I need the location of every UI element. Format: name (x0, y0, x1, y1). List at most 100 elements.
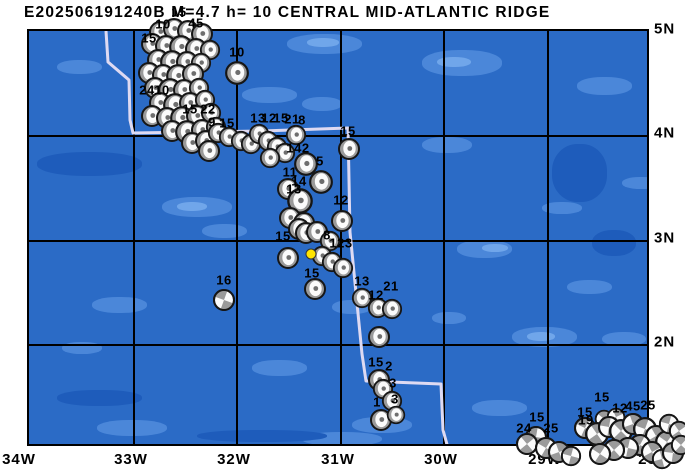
focal-mechanism-beachball-icon (259, 147, 281, 169)
bathymetry-patch (422, 137, 472, 153)
event-day-label: 15 (273, 110, 289, 126)
latitude-label: 4N (654, 124, 676, 142)
strike-slip-beachball-icon (589, 443, 611, 465)
event-day-label: 5 (316, 153, 324, 169)
event-day-label: 15 (304, 265, 320, 281)
focal-mechanism-beachball-icon (367, 297, 389, 319)
bathymetry-patch (97, 420, 167, 436)
grid-line-parallel (29, 135, 647, 137)
event-day-label: 12 (261, 110, 277, 126)
focal-mechanism-beachball-icon (304, 278, 326, 300)
event-day-label: 13 (286, 181, 302, 197)
bathymetry-patch (57, 390, 142, 406)
event-day-label: 15 (594, 389, 610, 405)
focal-mechanism-beachball-icon (287, 188, 313, 214)
event-day-label: 15 (275, 228, 291, 244)
event-day-label: 10 (155, 16, 171, 32)
grid-line-meridian (443, 31, 445, 444)
longitude-label: 34W (2, 451, 36, 468)
event-day-label: 11 (282, 164, 298, 180)
grid-line-meridian (547, 31, 549, 444)
focal-mechanism-beachball-icon (338, 138, 360, 160)
latitude-label: 2N (654, 333, 676, 351)
event-day-label: 15 (219, 115, 235, 131)
longitude-label: 33W (114, 451, 148, 468)
latitude-label: 5N (654, 20, 676, 38)
event-day-label: 45 (625, 398, 641, 414)
bathymetry-patch (197, 430, 327, 442)
focal-mechanism-beachball-icon (294, 152, 318, 176)
focal-mechanism-beachball-icon (285, 124, 307, 146)
event-day-label: 24 (516, 420, 532, 436)
event-day-label: 15 (577, 404, 593, 420)
strike-slip-beachball-icon (670, 434, 685, 456)
bathymetry-patch (177, 202, 207, 211)
event-day-label: 15 (368, 354, 384, 370)
event-day-label: 1 (373, 394, 381, 410)
bathymetry-patch (437, 57, 471, 67)
event-day-label: 123 (329, 235, 353, 251)
focal-mechanism-beachball-icon (386, 405, 406, 425)
event-day-label: 12 (333, 192, 349, 208)
grid-line-meridian (133, 31, 135, 444)
event-day-label: 10 (154, 82, 170, 98)
focal-mechanism-beachball-icon (277, 247, 299, 269)
bathymetry-patch (57, 60, 102, 74)
longitude-label: 32W (217, 451, 251, 468)
bathymetry-patch (577, 77, 632, 95)
focal-mechanism-beachball-icon (370, 409, 392, 431)
bathymetry-patch (592, 230, 636, 256)
event-day-label: 16 (216, 272, 232, 288)
bathymetry-patch (602, 332, 646, 346)
bathymetry-patch (527, 332, 555, 341)
focal-mechanism-beachball-icon (351, 287, 373, 309)
event-day-label: 21 (383, 278, 399, 294)
bathymetry-patch (552, 144, 607, 202)
bathymetry-patch (252, 360, 307, 376)
event-day-label: 9 (208, 114, 216, 130)
bathymetry-patch (202, 224, 247, 238)
event-day-label: 10 (229, 44, 245, 60)
longitude-label: 30W (424, 451, 458, 468)
focal-mechanism-beachball-icon (331, 210, 353, 232)
longitude-label: 31W (321, 451, 355, 468)
event-day-label: 15 (182, 101, 198, 117)
event-day-label: 3 (391, 391, 399, 407)
map-title: E202506191240B M=4.7 h= 10 CENTRAL MID-A… (24, 4, 551, 21)
event-day-label: 13 (354, 273, 370, 289)
event-day-label: 25 (640, 397, 656, 413)
focal-mechanism-beachball-icon (274, 142, 296, 164)
bathymetry-patch (307, 38, 339, 47)
event-day-label: 15 (141, 30, 157, 46)
ridge-transform-line (104, 31, 449, 444)
event-day-label: 21 (284, 111, 300, 127)
bathymetry-patch (567, 280, 612, 294)
bathymetry-patch (432, 312, 466, 324)
grid-line-meridian (340, 31, 342, 444)
event-day-label: 2 (385, 358, 393, 374)
event-day-label: 14 (291, 173, 307, 189)
focal-mechanism-beachball-icon (225, 61, 249, 85)
event-day-label: 8 (298, 112, 306, 128)
event-day-label: 3 (389, 375, 397, 391)
focal-mechanism-beachball-icon (198, 140, 220, 162)
event-day-label: 15 (340, 123, 356, 139)
strike-slip-beachball-icon (213, 289, 235, 311)
bathymetry-patch (542, 202, 582, 214)
bathymetry-patch (242, 87, 297, 103)
event-day-label: 13 (250, 110, 266, 126)
event-day-label: 15 (171, 4, 187, 20)
bathymetry-patch (622, 177, 647, 189)
highlighted-event-marker (305, 248, 317, 260)
bathymetry-patch (302, 97, 342, 111)
event-day-label: 8 (323, 227, 331, 243)
focal-mechanism-beachball-icon (309, 170, 333, 194)
latitude-label: 3N (654, 229, 676, 247)
bathymetry-patch (482, 244, 508, 252)
grid-line-parallel (29, 344, 647, 346)
bathymetry-patch (37, 152, 142, 176)
event-day-label: 24 (139, 82, 155, 98)
